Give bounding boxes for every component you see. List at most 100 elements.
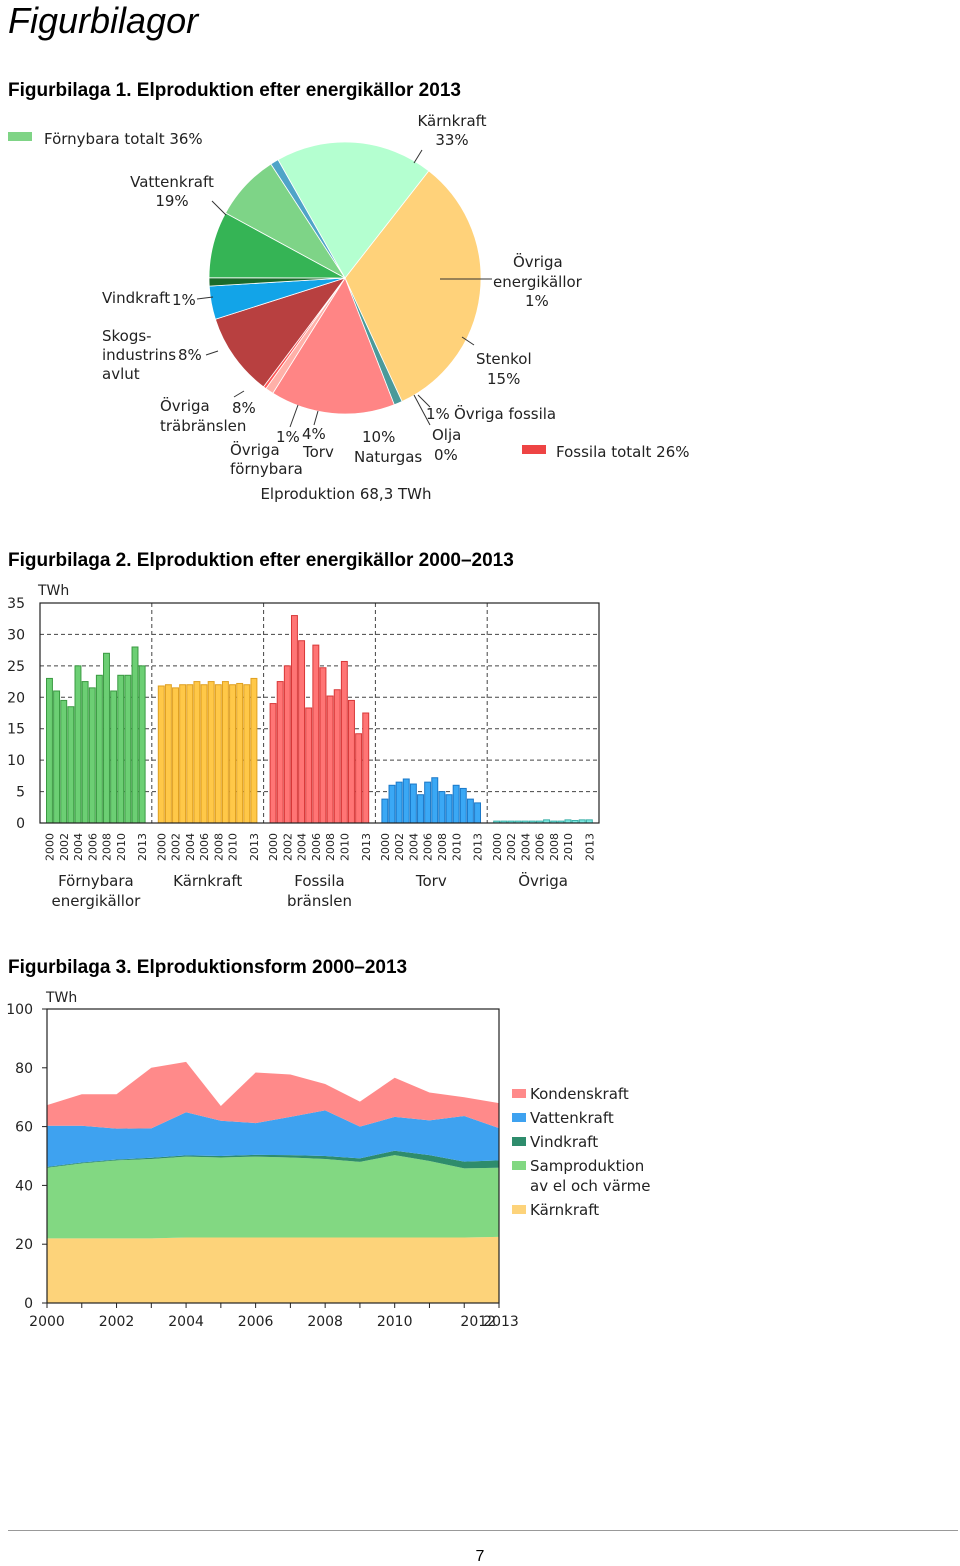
legend-label-fossila: Fossila totalt 26% (556, 443, 689, 461)
x-tick-label: 2006 (238, 1314, 274, 1330)
bar-torv-2007 (431, 777, 439, 824)
bar-fornybara-energikallor-2000 (46, 677, 53, 824)
x-tick-label: 2008 (307, 1314, 343, 1330)
x-tick-label: 2008 (212, 833, 225, 861)
slice-label-value-ovriga-trabranslen: 8% (232, 399, 256, 417)
legend-label-kondenskraft: Kondenskraft (530, 1085, 629, 1103)
group-label-fornybara-energikallor: energikällor (51, 892, 141, 910)
bar-fossila-branslen-2013 (362, 712, 370, 824)
x-tick-label: 2010 (562, 833, 575, 861)
x-tick-label: 2013 (483, 1314, 519, 1330)
bar-torv-2004 (409, 783, 417, 824)
leader-ovriga-fossila (417, 394, 431, 408)
bar-fossila-branslen-2011 (348, 699, 355, 824)
x-tick-label: 2008 (436, 833, 449, 861)
group-label-fossila-branslen: Fossila (294, 872, 344, 890)
x-tick-label: 2004 (519, 833, 532, 861)
bar-karnkraft-2008 (214, 684, 222, 824)
x-tick-label: 2006 (86, 833, 99, 861)
bar-torv-2012 (466, 798, 474, 824)
leader-ovriga-trabranslen (233, 390, 245, 398)
bar-fossila-branslen-2003 (290, 615, 298, 824)
legend-swatch-fossila (522, 445, 546, 454)
slice-label-name-ovriga-trabranslen-1: Övriga (160, 396, 210, 415)
group-label-fornybara-energikallor: Förnybara (58, 872, 134, 890)
bar-karnkraft-2006 (200, 684, 208, 824)
slice-label-value-vattenkraft: 19% (155, 192, 188, 210)
x-tick-label: 2006 (310, 833, 323, 861)
bar-fossila-branslen-2001 (276, 681, 284, 824)
x-tick-label: 2013 (583, 833, 596, 861)
x-tick-label: 2000 (491, 833, 504, 861)
x-tick-label: 2010 (227, 833, 240, 861)
legend-swatch-fornybara (8, 132, 32, 141)
x-tick-label: 2010 (115, 833, 128, 861)
x-tick-label: 2000 (155, 833, 168, 861)
leader-olja (413, 394, 431, 426)
slice-label-value-stenkol: 15% (487, 370, 520, 388)
x-tick-label: 2010 (450, 833, 463, 861)
y-axis-label: TWh (45, 990, 77, 1006)
x-tick-label: 2013 (360, 833, 373, 861)
slice-label-value-ovriga-fossila: 1% (426, 405, 450, 423)
x-tick-label: 2002 (58, 833, 71, 861)
area-karnkraft (47, 1236, 499, 1303)
bar-karnkraft-2003 (179, 684, 187, 824)
bar-torv-2011 (459, 787, 467, 824)
legend-label-samproduktion-av-el-och-varme: Samproduktion (530, 1157, 644, 1175)
legend-swatch-kondenskraft (512, 1089, 526, 1098)
pie-slice-naturgas (214, 277, 347, 388)
x-tick-label: 2008 (548, 833, 561, 861)
slice-label-name-ovriga-fornybara-1: Övriga (230, 440, 280, 459)
x-tick-label: 2008 (101, 833, 114, 861)
bar-karnkraft-2004 (186, 684, 194, 824)
y-tick-label: 80 (15, 1061, 33, 1077)
slice-label-name-vindkraft: Vindkraft (102, 289, 170, 307)
bar-fornybara-energikallor-2002 (60, 699, 68, 824)
legend-label-samproduktion-av-el-och-varme: av el och värme (530, 1177, 651, 1195)
bar-fornybara-energikallor-2004 (74, 665, 82, 824)
x-tick-label: 2004 (184, 833, 197, 861)
bar-karnkraft-2011 (236, 682, 244, 824)
group-label-fossila-branslen: bränslen (287, 892, 352, 910)
x-tick-label: 2004 (407, 833, 420, 861)
legend-label-fornybara: Förnybara totalt 36% (44, 130, 203, 148)
bar-fossila-branslen-2009 (333, 689, 341, 824)
x-tick-label: 2002 (281, 833, 294, 861)
bar-torv-2009 (445, 794, 453, 824)
slice-label-value-naturgas: 10% (362, 428, 395, 446)
x-tick-label: 2013 (248, 833, 261, 861)
x-tick-label: 2000 (267, 833, 280, 861)
bar-fornybara-energikallor-2007 (95, 674, 103, 824)
slice-label-name-karnkraft: Kärnkraft (417, 112, 486, 130)
y-tick-label: 35 (7, 596, 25, 612)
y-tick-label: 40 (15, 1178, 33, 1194)
bar-fossila-branslen-2008 (326, 695, 334, 824)
bar-torv-2002 (395, 781, 403, 824)
bar-torv-2003 (402, 778, 410, 824)
legend-label-vindkraft: Vindkraft (530, 1133, 598, 1151)
x-tick-label: 2010 (338, 833, 351, 861)
bar-fossila-branslen-2006 (312, 644, 320, 824)
y-tick-label: 0 (24, 1296, 33, 1312)
slice-label-value-torv: 4% (302, 425, 326, 443)
legend-label-vattenkraft: Vattenkraft (530, 1109, 614, 1127)
bar-fornybara-energikallor-2012 (131, 646, 139, 824)
slice-label-value-skogsindustrins: 8% (178, 346, 202, 364)
bar-fossila-branslen-2002 (283, 665, 291, 824)
y-tick-label: 10 (7, 753, 25, 769)
bar-fossila-branslen-2012 (355, 733, 363, 824)
group-label-karnkraft: Kärnkraft (173, 872, 242, 890)
slice-label-value-ovriga-energikallor: 1% (525, 292, 549, 310)
slice-label-value-olja: 0% (434, 446, 458, 464)
plot-frame (39, 602, 600, 824)
bar-fornybara-energikallor-2001 (53, 690, 61, 824)
bar-fornybara-energikallor-2003 (67, 706, 75, 824)
leader-skogsindustrins (205, 350, 219, 356)
slice-label-name-vattenkraft: Vattenkraft (130, 173, 214, 191)
bar-karnkraft-2002 (172, 687, 179, 824)
x-tick-label: 2013 (136, 833, 149, 861)
x-tick-label: 2000 (379, 833, 392, 861)
bar-fossila-branslen-2007 (319, 667, 327, 824)
